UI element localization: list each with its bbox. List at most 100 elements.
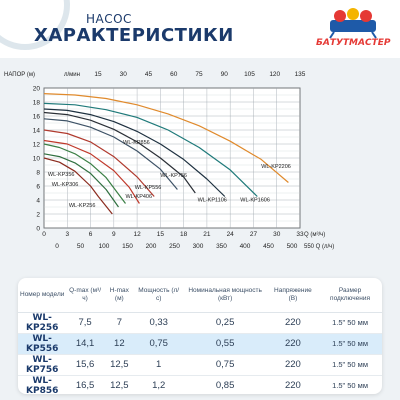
series-line-wl-kp1606 — [43, 102, 258, 197]
specs-table: Номер модели Q-max (м³/ч) H-max (м) Мощност… — [18, 278, 382, 394]
table-row: WL-KP856 16,5 12,5 1,2 0,85 220 1.5" 50 мм — [18, 375, 382, 394]
y-tick-label: 0 — [36, 225, 40, 232]
x-tick-label: 33 — [296, 231, 304, 238]
x-tick-label: 30 — [273, 231, 281, 238]
x2-tick-label: 450 — [263, 243, 274, 250]
series-label-wl-kp856: WL-KP856 — [123, 140, 150, 146]
series-label-wl-kp356: WL-KP356 — [48, 172, 75, 178]
top-tick-label: 105 — [244, 71, 255, 78]
x2-tick-label: 400 — [240, 243, 251, 250]
x2-tick-label: 500 — [287, 243, 298, 250]
table-cell: 0,75 — [182, 354, 268, 376]
table-cell: 7 — [103, 312, 135, 334]
x2-tick-label: 150 — [122, 243, 133, 250]
logo-mascot-icon — [329, 8, 377, 39]
table-row: WL-KP556 14,1 12 0,75 0,55 220 1.5" 50 мм — [18, 333, 382, 355]
top-tick-label: 90 — [221, 71, 229, 78]
y-tick-label: 8 — [36, 169, 40, 176]
y-tick-label: 6 — [36, 183, 40, 190]
table-body: WL-KP256 7,5 7 0,33 0,25 220 1.5" 50 мм WL-KP55… — [18, 312, 382, 394]
table-cell: 1.5" 50 мм — [318, 375, 382, 394]
y-tick-label: 20 — [33, 85, 41, 92]
top-tick-label: 135 — [295, 71, 306, 78]
top-axis-label: л/мин — [64, 72, 80, 78]
x-tick-label: 3 — [65, 231, 69, 238]
y-axis-label: НАПОР (м) — [4, 72, 35, 78]
top-tick-label: 60 — [170, 71, 178, 78]
table-cell: 220 — [267, 312, 319, 334]
top-tick-label: 15 — [94, 71, 102, 78]
table-row: WL-KP256 7,5 7 0,33 0,25 220 1.5" 50 мм — [18, 312, 382, 334]
x-tick-label: 6 — [89, 231, 93, 238]
table-cell: 1,2 — [134, 375, 183, 394]
column-header: Q-max (м³/ч) — [66, 278, 104, 313]
series-line-wl-kp256 — [43, 157, 113, 215]
y-tick-label: 14 — [33, 127, 41, 134]
series-line-wl-kp406 — [43, 139, 140, 204]
series-label-wl-kp1106: WL-KP1106 — [198, 197, 227, 203]
page-title: ХАРАКТЕРИСТИКИ — [34, 25, 234, 46]
table-cell: 0,33 — [134, 312, 183, 334]
y-tick-label: 18 — [33, 99, 41, 106]
x-axis-label-lh: 550 Q (л/ч) — [304, 244, 334, 250]
model-cell: WL-KP856 — [18, 375, 67, 394]
table-cell: 15,6 — [66, 354, 104, 376]
table-cell: 0,25 — [182, 312, 268, 334]
x-tick-label: 21 — [203, 231, 211, 238]
x-tick-label: 12 — [133, 231, 141, 238]
chart-svg: 0 3 6 9 12 15 18 21 24 27 30 3302468101214161820НАП… — [4, 71, 334, 250]
table-cell: 16,5 — [66, 375, 104, 394]
series-line-wl-kp856 — [43, 111, 196, 194]
series-line-wl-kp556 — [43, 129, 155, 197]
table-cell: 14,1 — [66, 333, 104, 355]
column-header: Номинальная мощность (кВт) — [182, 278, 268, 313]
top-tick-label: 75 — [195, 71, 203, 78]
table-cell: 7,5 — [66, 312, 104, 334]
table-row: WL-KP756 15,6 12,5 1 0,75 220 1.5" 50 мм — [18, 354, 382, 376]
page-subtitle: НАСОС — [86, 12, 132, 26]
series-label-wl-kp256: WL-KP256 — [69, 203, 96, 209]
specs-table-card: Номер модели Q-max (м³/ч) H-max (м) Мощност… — [18, 278, 382, 394]
table-header-row: Номер модели Q-max (м³/ч) H-max (м) Мощност… — [18, 278, 382, 313]
model-cell: WL-KP756 — [18, 354, 67, 376]
series-line-wl-kp2206 — [43, 93, 289, 183]
x-tick-label: 15 — [157, 231, 165, 238]
table-cell: 220 — [267, 375, 319, 394]
top-tick-label: 45 — [145, 71, 153, 78]
series-line-wl-kp306 — [43, 153, 119, 208]
series-label-wl-kp2206: WL-KP2206 — [261, 164, 291, 170]
x2-tick-label: 0 — [55, 243, 59, 250]
x-tick-label: 0 — [42, 231, 46, 238]
series-label-wl-kp756: WL-KP756 — [160, 173, 187, 179]
table-cell: 12,5 — [103, 354, 135, 376]
table-cell: 1.5" 50 мм — [318, 312, 382, 334]
y-tick-label: 12 — [33, 141, 41, 148]
top-tick-label: 30 — [120, 71, 128, 78]
x-tick-label: 18 — [180, 231, 188, 238]
x2-tick-label: 300 — [193, 243, 204, 250]
x2-tick-label: 350 — [216, 243, 227, 250]
series-line-wl-kp1106 — [43, 108, 226, 197]
table-cell: 220 — [267, 354, 319, 376]
series-label-wl-kp306: WL-KP306 — [52, 182, 79, 188]
table-cell: 220 — [267, 333, 319, 355]
model-cell: WL-KP556 — [18, 333, 67, 355]
column-header: Размер подключения — [318, 278, 382, 313]
table-cell: 0,85 — [182, 375, 268, 394]
table-cell: 12,5 — [103, 375, 135, 394]
x-tick-label: 24 — [227, 231, 235, 238]
table-cell: 0,75 — [134, 333, 183, 355]
x2-tick-label: 100 — [99, 243, 110, 250]
series-line-wl-kp756 — [43, 118, 178, 190]
table-cell: 0,55 — [182, 333, 268, 355]
y-tick-label: 10 — [33, 155, 41, 162]
series-label-wl-kp556: WL-KP556 — [135, 185, 162, 191]
model-cell: WL-KP256 — [18, 312, 67, 334]
header: НАСОС ХАРАКТЕРИСТИКИ БАТУТМАСТЕР — [0, 0, 400, 58]
table-cell: 12 — [103, 333, 135, 355]
series-line-wl-kp356 — [43, 143, 126, 204]
series-label-wl-kp406: WL-KP406 — [125, 194, 152, 200]
table-cell: 1 — [134, 354, 183, 376]
table-cell: 1.5" 50 мм — [318, 333, 382, 355]
y-tick-label: 16 — [33, 113, 41, 120]
